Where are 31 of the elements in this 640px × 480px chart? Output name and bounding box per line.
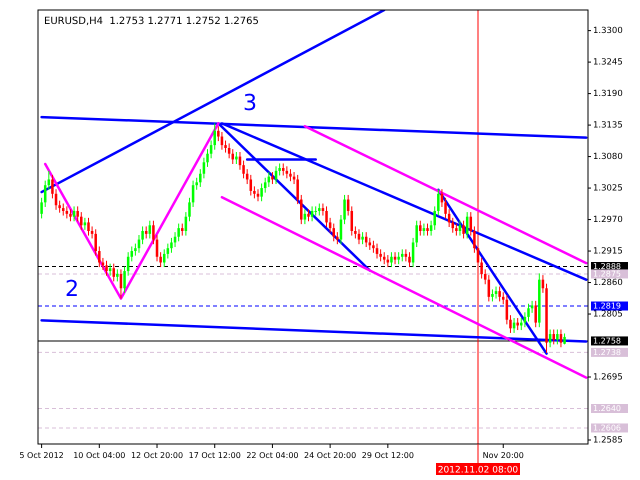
y-tick-label: 1.3190 bbox=[593, 88, 623, 99]
x-tick-label: 10 Oct 04:00 bbox=[73, 451, 126, 460]
ref-line-label: 1.2738 bbox=[593, 348, 621, 358]
x-tick-label: Nov 20:00 bbox=[482, 451, 524, 460]
x-tick-label: 22 Oct 04:00 bbox=[246, 451, 299, 460]
ref-line-label: 1.2875 bbox=[593, 270, 621, 279]
ref-line-label: 1.2606 bbox=[593, 424, 621, 433]
ref-line-label: 1.2640 bbox=[593, 404, 621, 414]
ref-line-label: 1.2758 bbox=[593, 336, 621, 346]
ref-line-label: 1.2888 bbox=[593, 262, 621, 272]
y-tick-label: 1.3300 bbox=[593, 26, 623, 36]
x-tick-label: 17 Oct 12:00 bbox=[188, 451, 241, 460]
ref-line-label: 1.2819 bbox=[593, 302, 621, 311]
y-tick-label: 1.3245 bbox=[593, 57, 623, 68]
y-tick-label: 1.2860 bbox=[593, 278, 623, 288]
y-tick-label: 1.3025 bbox=[593, 183, 623, 194]
x-tick-label: 24 Oct 20:00 bbox=[304, 451, 356, 460]
y-tick-label: 1.2970 bbox=[593, 214, 623, 225]
text: EURUSD,H4 1.2753 1.2771 1.2752 1.2765 bbox=[44, 16, 259, 27]
y-tick-label: 1.2585 bbox=[593, 435, 623, 446]
y-tick-label: 1.2695 bbox=[593, 372, 623, 382]
y-tick-label: 1.2915 bbox=[593, 246, 623, 256]
annotation: 2 bbox=[65, 277, 79, 302]
y-tick-label: 1.3135 bbox=[593, 120, 623, 130]
x-tick-label: 5 Oct 2012 bbox=[19, 451, 64, 460]
x-tick-label: 29 Oct 12:00 bbox=[362, 451, 414, 460]
y-tick-label: 1.3080 bbox=[593, 152, 623, 162]
y-tick-label: 1.2805 bbox=[593, 309, 623, 320]
annotation: 3 bbox=[243, 91, 257, 116]
x-tick-label: 12 Oct 20:00 bbox=[130, 451, 184, 460]
x-tick-label: 2012.11.02 08:00 bbox=[438, 466, 518, 476]
